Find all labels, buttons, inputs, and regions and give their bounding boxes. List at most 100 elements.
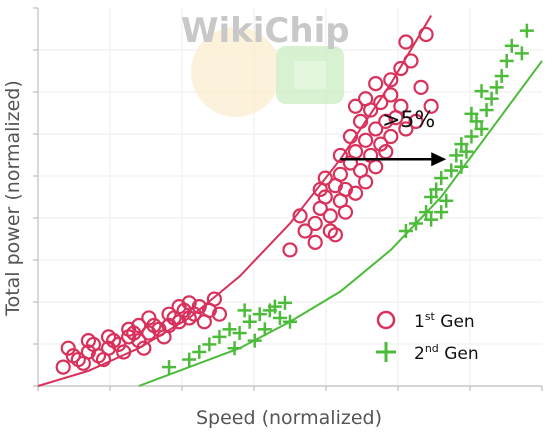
point-1st-gen	[423, 98, 439, 114]
point-1st-gen	[368, 75, 384, 92]
point-2nd-gen	[484, 91, 499, 106]
point-1st-gen	[358, 174, 374, 190]
x-axis-title: Speed (normalized)	[196, 407, 382, 429]
point-1st-gen	[383, 87, 399, 103]
point-2nd-gen	[464, 129, 479, 144]
point-2nd-gen	[464, 106, 479, 121]
point-2nd-gen	[247, 333, 262, 348]
point-1st-gen	[358, 132, 374, 148]
point-1st-gen	[332, 166, 348, 182]
legend-marker-2nd-gen	[376, 342, 396, 362]
point-2nd-gen	[449, 148, 464, 163]
point-1st-gen	[383, 128, 399, 145]
point-2nd-gen	[237, 303, 252, 318]
point-1st-gen	[60, 340, 76, 356]
point-1st-gen	[196, 314, 212, 330]
point-2nd-gen	[469, 114, 484, 129]
point-2nd-gen	[267, 299, 282, 314]
point-1st-gen	[332, 147, 348, 164]
watermark-logo: WikiChip	[181, 11, 350, 117]
point-2nd-gen	[489, 80, 504, 95]
point-2nd-gen	[227, 341, 242, 356]
point-1st-gen	[358, 91, 374, 107]
point-1st-gen	[398, 121, 414, 137]
point-1st-gen	[347, 144, 364, 160]
point-2nd-gen	[277, 295, 292, 310]
point-2nd-gen	[519, 23, 534, 38]
point-2nd-gen	[398, 224, 413, 239]
point-2nd-gen	[182, 352, 197, 367]
point-2nd-gen	[429, 182, 444, 197]
point-2nd-gen	[283, 314, 297, 329]
point-1st-gen	[312, 181, 328, 198]
point-1st-gen	[398, 34, 414, 50]
point-1st-gen	[292, 208, 308, 224]
point-2nd-gen	[424, 212, 439, 227]
point-2nd-gen	[499, 53, 514, 68]
point-1st-gen	[55, 359, 71, 375]
point-2nd-gen	[504, 38, 519, 53]
point-1st-gen	[413, 79, 429, 95]
point-1st-gen	[373, 94, 389, 111]
point-1st-gen	[156, 329, 172, 345]
point-1st-gen	[388, 110, 404, 126]
point-2nd-gen	[202, 337, 217, 352]
point-2nd-gen	[474, 84, 489, 99]
point-2nd-gen	[162, 360, 177, 375]
improvement-arrow-head	[431, 152, 447, 167]
point-1st-gen	[393, 60, 409, 77]
point-1st-gen	[408, 113, 424, 130]
point-1st-gen	[141, 310, 157, 326]
data-points	[55, 23, 534, 375]
point-2nd-gen	[474, 121, 489, 136]
point-1st-gen	[181, 295, 197, 311]
point-1st-gen	[121, 321, 137, 337]
point-1st-gen	[100, 329, 117, 345]
watermark-text: WikiChip	[181, 11, 350, 51]
point-1st-gen	[347, 185, 364, 201]
point-1st-gen	[307, 215, 323, 232]
point-2nd-gen	[192, 344, 207, 359]
point-1st-gen	[373, 136, 389, 152]
point-1st-gen	[368, 159, 384, 175]
point-2nd-gen	[212, 329, 227, 344]
point-2nd-gen	[434, 171, 449, 186]
point-1st-gen	[171, 299, 187, 315]
point-1st-gen	[95, 351, 112, 368]
point-2nd-gen	[434, 205, 449, 220]
point-1st-gen	[146, 317, 162, 334]
point-1st-gen	[342, 128, 359, 145]
axes	[33, 7, 543, 391]
point-1st-gen	[161, 306, 177, 322]
annotation: >5%	[340, 108, 447, 167]
legend-label-2nd-gen: 2nd Gen	[414, 342, 479, 364]
point-2nd-gen	[409, 216, 423, 231]
point-1st-gen	[307, 234, 323, 250]
legend-1st-sup: st	[425, 310, 436, 323]
point-1st-gen	[383, 72, 399, 88]
point-1st-gen	[80, 333, 97, 349]
watermark-chip-die	[294, 61, 326, 89]
point-2nd-gen	[514, 46, 529, 61]
legend-label-1st-gen: 1st Gen	[414, 310, 475, 332]
point-2nd-gen	[494, 69, 509, 84]
point-2nd-gen	[459, 144, 474, 159]
legend-2nd-rest: Gen	[439, 344, 479, 364]
fit-curve-2nd-gen	[138, 60, 543, 387]
point-1st-gen	[131, 333, 147, 349]
point-2nd-gen	[252, 307, 267, 322]
point-1st-gen	[191, 299, 207, 315]
point-2nd-gen	[444, 163, 459, 178]
legend-1st-rest: Gen	[435, 312, 475, 332]
legend-2nd-sup: nd	[425, 342, 439, 355]
point-1st-gen	[75, 355, 91, 371]
point-1st-gen	[141, 325, 157, 341]
point-2nd-gen	[419, 205, 434, 220]
point-1st-gen	[418, 26, 434, 43]
point-1st-gen	[131, 317, 147, 334]
point-2nd-gen	[439, 193, 454, 208]
point-1st-gen	[282, 242, 298, 258]
point-1st-gen	[337, 204, 354, 220]
fit-curve-1st-gen	[37, 15, 432, 387]
